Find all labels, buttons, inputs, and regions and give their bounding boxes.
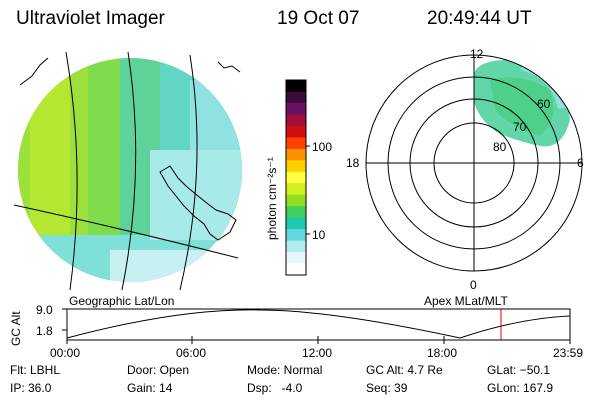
time-label: 20:49:44 UT: [427, 8, 532, 29]
colorbar-swatch: [286, 206, 306, 219]
info-ip: IP: 36.0: [10, 381, 52, 395]
altitude-xtick-2: 12:00: [302, 346, 333, 360]
colorbar-swatch: [286, 125, 306, 138]
colorbar-swatch: [286, 80, 306, 93]
mlt-label-18: 18: [346, 156, 360, 170]
altitude-ytick-9: 9.0: [36, 303, 53, 317]
altitude-xtick-0: 00:00: [50, 346, 81, 360]
colorbar: [285, 79, 310, 276]
colorbar-swatch: [286, 171, 306, 184]
altitude-xtick-1: 06:00: [176, 346, 207, 360]
colorbar-swatch: [286, 240, 306, 253]
colorbar-swatch: [286, 114, 306, 127]
mlt-label-0: 0: [470, 278, 477, 292]
colorbar-swatch: [286, 194, 306, 207]
altitude-left-title: Geographic Lat/Lon: [69, 294, 175, 308]
colorbar-tick-100: 100: [312, 140, 333, 154]
altitude-ylabel: GC Alt: [9, 311, 23, 346]
altitude-ytick-1-8: 1.8: [36, 324, 53, 338]
mlt-label-12: 12: [470, 47, 484, 61]
altitude-right-title: Apex MLat/MLT: [424, 294, 508, 308]
colorbar-swatch: [286, 102, 306, 116]
colorbar-swatch: [286, 217, 306, 230]
info-flt: Flt: LBHL: [10, 363, 61, 377]
date-label: 19 Oct 07: [277, 8, 360, 29]
info-gain: Gain: 14: [127, 381, 173, 395]
colorbar-swatch: [286, 252, 306, 265]
colorbar-swatch: [286, 229, 306, 242]
colorbar-tick-10: 10: [312, 228, 326, 242]
colorbar-swatch: [286, 137, 306, 150]
info-glon: GLon: 167.9: [487, 381, 554, 395]
altitude-xtick-4: 23:59: [553, 346, 584, 360]
colorbar-swatch: [286, 263, 306, 276]
colorbar-border: [285, 79, 307, 276]
altitude-plot: [62, 308, 571, 344]
info-glat: GLat: −50.1: [487, 363, 551, 377]
lat-label-70: 70: [513, 120, 527, 134]
info-dsp: Dsp: -4.0: [247, 381, 303, 395]
mlt-label-6: 6: [577, 156, 584, 170]
colorbar-swatch: [286, 160, 306, 173]
lat-label-80: 80: [493, 140, 507, 154]
info-seq: Seq: 39: [366, 381, 408, 395]
colorbar-unit-label: photon cm⁻²s⁻¹: [265, 157, 279, 240]
polar-plot: [365, 54, 583, 272]
instrument-title: Ultraviolet Imager: [16, 8, 165, 29]
colorbar-swatch: [286, 183, 306, 196]
info-door: Door: Open: [127, 363, 190, 377]
altitude-xtick-3: 18:00: [427, 346, 458, 360]
colorbar-swatch: [286, 91, 306, 104]
geographic-image: [13, 51, 242, 291]
info-gc-alt: GC Alt: 4.7 Re: [366, 363, 443, 377]
info-mode: Mode: Normal: [247, 363, 323, 377]
lat-label-60: 60: [537, 97, 551, 111]
colorbar-swatch: [286, 148, 306, 161]
